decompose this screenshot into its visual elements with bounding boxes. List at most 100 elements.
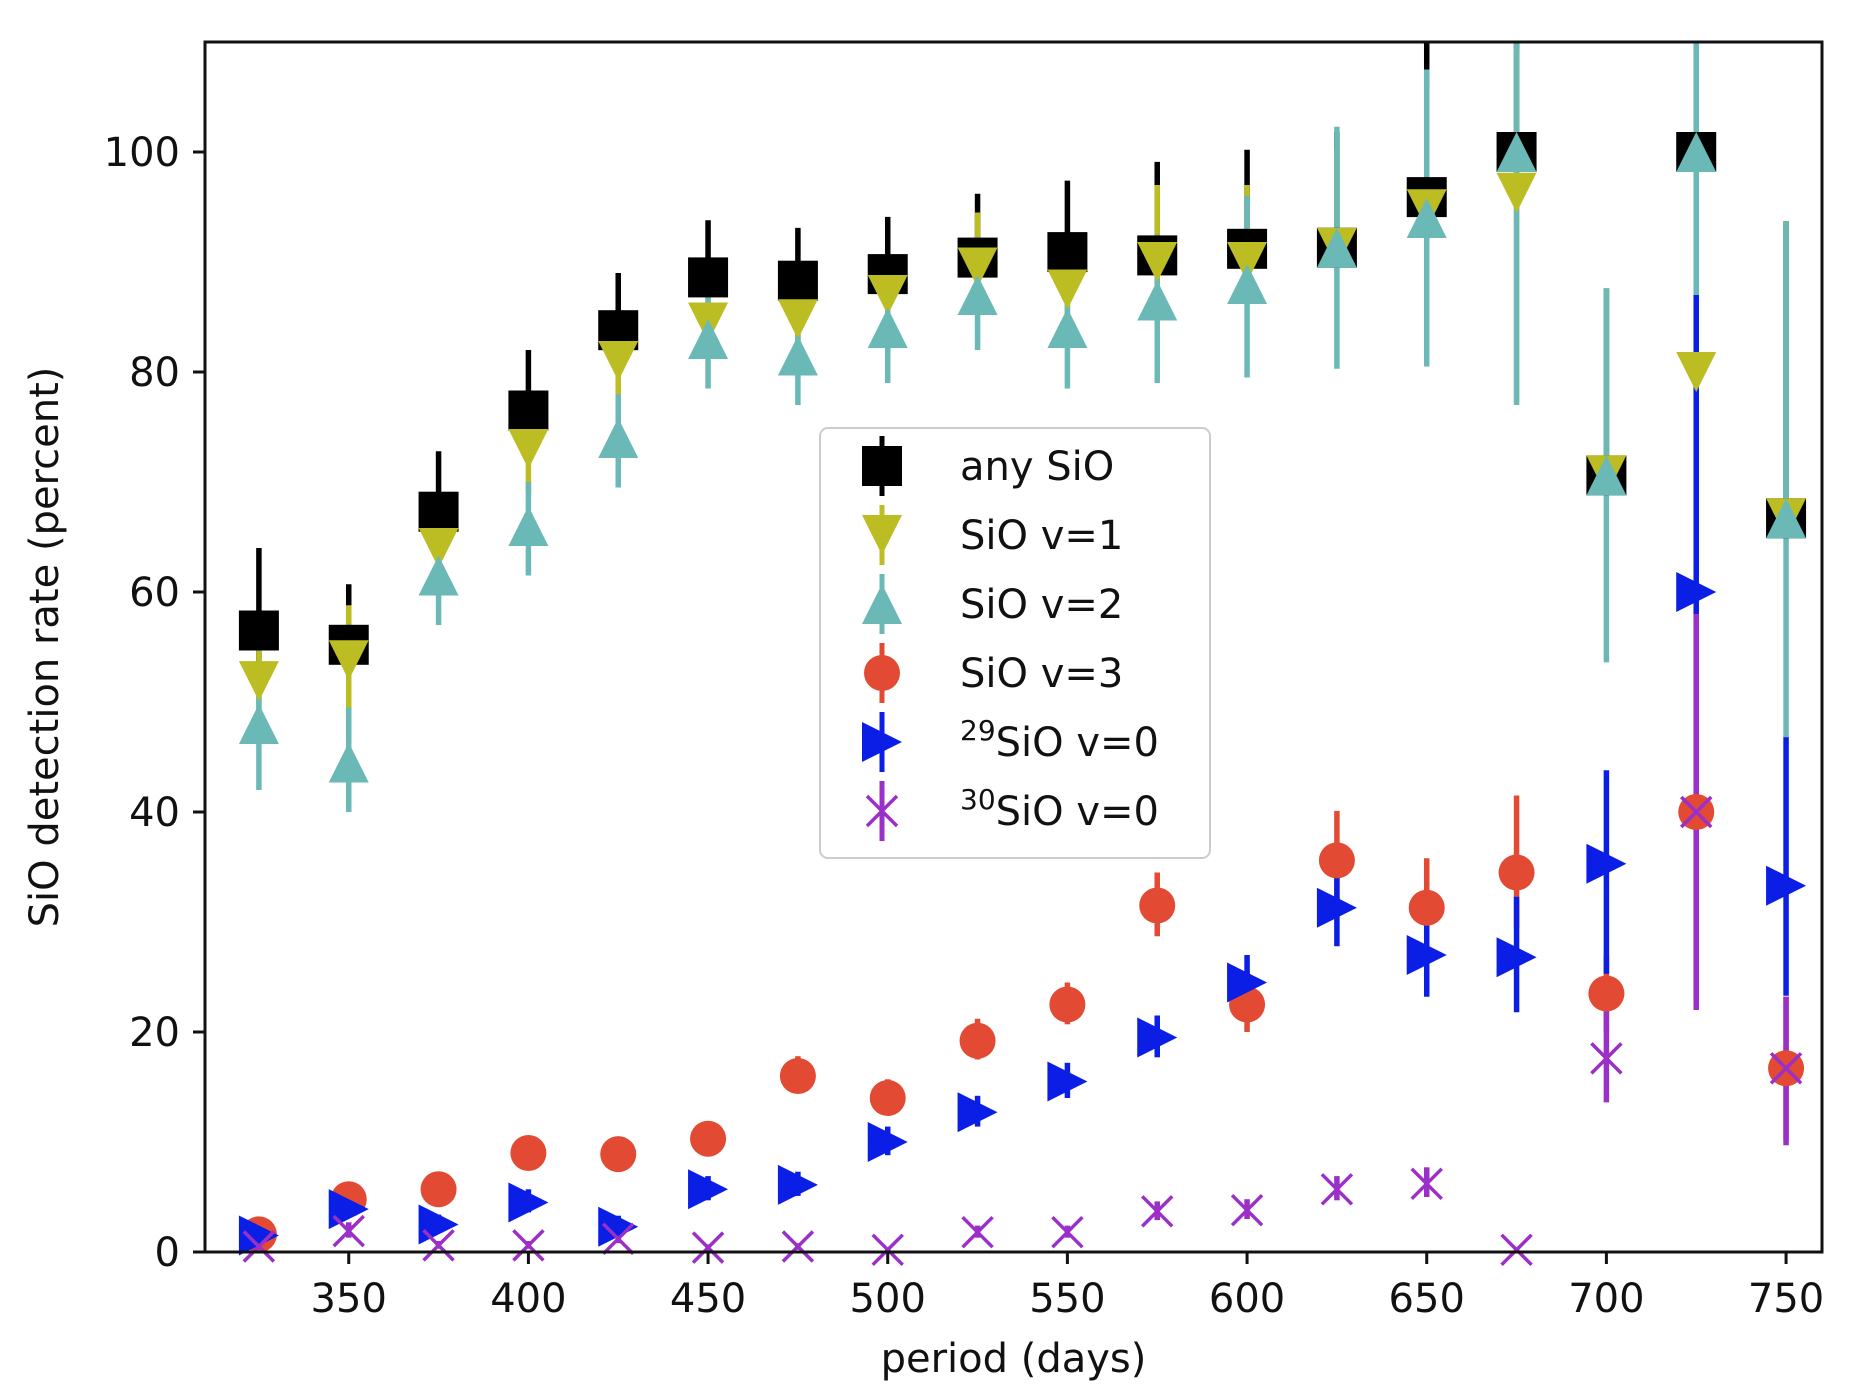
sio-v-2-point bbox=[508, 506, 549, 546]
legend-label-30sio-v-0: 30SiO v=0 bbox=[960, 783, 1159, 835]
sio-v-2-point bbox=[957, 275, 998, 315]
sio-v-3-point bbox=[1049, 986, 1086, 1023]
sio-v-3-point bbox=[600, 1136, 637, 1173]
29sio-v-0-point bbox=[1137, 1017, 1178, 1058]
any-sio-point bbox=[777, 260, 818, 301]
sio-v-2-point bbox=[777, 335, 818, 376]
y-axis-label: SiO detection rate (percent) bbox=[22, 367, 68, 928]
30sio-v-0-point bbox=[691, 1231, 725, 1264]
sio-v-2-point bbox=[238, 704, 279, 744]
30sio-v-0-point bbox=[1769, 1052, 1803, 1085]
29sio-v-0-point bbox=[957, 1092, 998, 1133]
x-tick-label: 400 bbox=[490, 1276, 566, 1322]
29sio-v-0-point bbox=[598, 1206, 639, 1247]
x-axis-ticks: 350 400 450 500 550 600 650 700 750 bbox=[311, 1252, 1824, 1322]
30sio-v-0-point bbox=[332, 1214, 365, 1248]
sio-v-1-point bbox=[598, 341, 639, 381]
sio-v-2-point bbox=[418, 555, 459, 596]
29sio-v-0-point bbox=[238, 1215, 279, 1256]
30sio-v-0-point bbox=[1590, 1042, 1623, 1075]
x-tick-label: 550 bbox=[1029, 1276, 1105, 1322]
any-sio-point bbox=[688, 257, 729, 298]
sio-v-3-point bbox=[1139, 887, 1176, 924]
30sio-v-0-point bbox=[961, 1215, 994, 1249]
29sio-v-0-point bbox=[1047, 1061, 1088, 1102]
30sio-v-0-point bbox=[1140, 1195, 1174, 1228]
sio-v-3-point bbox=[1498, 854, 1535, 891]
legend-label-sio-v-2: SiO v=2 bbox=[960, 582, 1123, 628]
29sio-v-0-point bbox=[1316, 887, 1357, 928]
29sio-v-0-point bbox=[777, 1164, 818, 1205]
legend-marker-sio-v-3 bbox=[864, 655, 900, 691]
sio-v-1-point bbox=[508, 429, 549, 469]
any-sio-point bbox=[418, 491, 459, 532]
legend-label-any-sio: any SiO bbox=[960, 444, 1114, 490]
any-sio-point bbox=[508, 390, 549, 431]
x-tick-label: 600 bbox=[1209, 1276, 1285, 1322]
sio-v-2-point bbox=[598, 418, 639, 458]
sio-v-2-point bbox=[867, 308, 908, 348]
sio-v-2-point bbox=[1227, 264, 1268, 304]
sio-v-1-point bbox=[867, 275, 908, 315]
y-tick-label: 0 bbox=[155, 1230, 180, 1276]
30sio-v-0-point bbox=[1679, 795, 1713, 829]
any-sio-point bbox=[238, 610, 279, 651]
legend-label-sio-v-3: SiO v=3 bbox=[960, 651, 1123, 697]
legend: any SiO SiO v=1 SiO v=2 SiO v=3 29SiO v=0 30S… bbox=[819, 427, 1211, 859]
x-tick-label: 650 bbox=[1389, 1276, 1465, 1322]
30sio-v-0-point bbox=[1410, 1167, 1443, 1201]
sio-v-2-point bbox=[1676, 132, 1717, 172]
legend-box bbox=[819, 427, 1211, 859]
y-tick-label: 80 bbox=[129, 350, 180, 396]
y-tick-label: 40 bbox=[129, 790, 180, 836]
legend-marker-sio-v-2 bbox=[862, 584, 902, 624]
sio-v-1-point bbox=[1676, 352, 1717, 392]
30sio-v-0-point bbox=[781, 1230, 815, 1263]
sio-v-2-point bbox=[1406, 198, 1447, 238]
30sio-v-0-point bbox=[512, 1229, 545, 1262]
sio-v-3-point bbox=[779, 1058, 816, 1094]
legend-marker-29sio-v-0 bbox=[862, 722, 902, 762]
29sio-v-0-point bbox=[867, 1122, 908, 1162]
29sio-v-0-point bbox=[1496, 937, 1537, 978]
sio-v-3-point bbox=[1408, 889, 1445, 926]
y-tick-label: 60 bbox=[129, 570, 180, 616]
data-markers bbox=[238, 132, 1807, 1267]
sio-v-1-point bbox=[328, 640, 369, 681]
sio-v-3-point bbox=[1318, 842, 1355, 879]
sio-v-2-point bbox=[1316, 227, 1357, 268]
29sio-v-0-point bbox=[1766, 865, 1807, 906]
x-tick-label: 750 bbox=[1748, 1276, 1824, 1322]
plot-frame bbox=[203, 40, 1824, 1254]
sio-v-1-point bbox=[1496, 172, 1537, 213]
legend-marker-any-sio bbox=[862, 446, 902, 486]
sio-v-2-point bbox=[1137, 280, 1178, 321]
y-tick-label: 100 bbox=[104, 130, 180, 176]
30sio-v-0-point bbox=[1230, 1193, 1264, 1227]
sio-v-3-point bbox=[690, 1120, 727, 1157]
sio-v-2-point bbox=[1766, 498, 1807, 539]
30sio-v-0-point bbox=[871, 1233, 904, 1267]
legend-label-29sio-v-0: 29SiO v=0 bbox=[960, 714, 1159, 766]
sio-v-1-point bbox=[1047, 269, 1088, 310]
sio-v-3-point bbox=[420, 1171, 457, 1208]
30sio-v-0-point bbox=[1500, 1233, 1533, 1267]
30sio-v-0-point bbox=[1051, 1215, 1084, 1249]
sio-v-2-point bbox=[688, 319, 729, 359]
sio-v-1-point bbox=[957, 247, 998, 288]
29sio-v-0-point bbox=[508, 1182, 549, 1223]
sio-v-1-point bbox=[418, 528, 459, 568]
30sio-v-0-point bbox=[1320, 1173, 1354, 1206]
sio-v-1-point bbox=[238, 661, 279, 702]
legend-marker-30sio-v-0 bbox=[865, 794, 899, 828]
sio-v-1-point bbox=[1137, 242, 1178, 282]
29sio-v-0-point bbox=[1406, 935, 1447, 975]
legend-marker-sio-v-1 bbox=[862, 515, 902, 555]
sio-v-1-point bbox=[1227, 242, 1268, 282]
any-sio-point bbox=[1047, 232, 1088, 273]
sio-v-3-point bbox=[510, 1135, 547, 1171]
29sio-v-0-point bbox=[1676, 572, 1717, 612]
sio-v-3-point bbox=[869, 1080, 906, 1116]
sio-v-2-point bbox=[328, 742, 369, 783]
